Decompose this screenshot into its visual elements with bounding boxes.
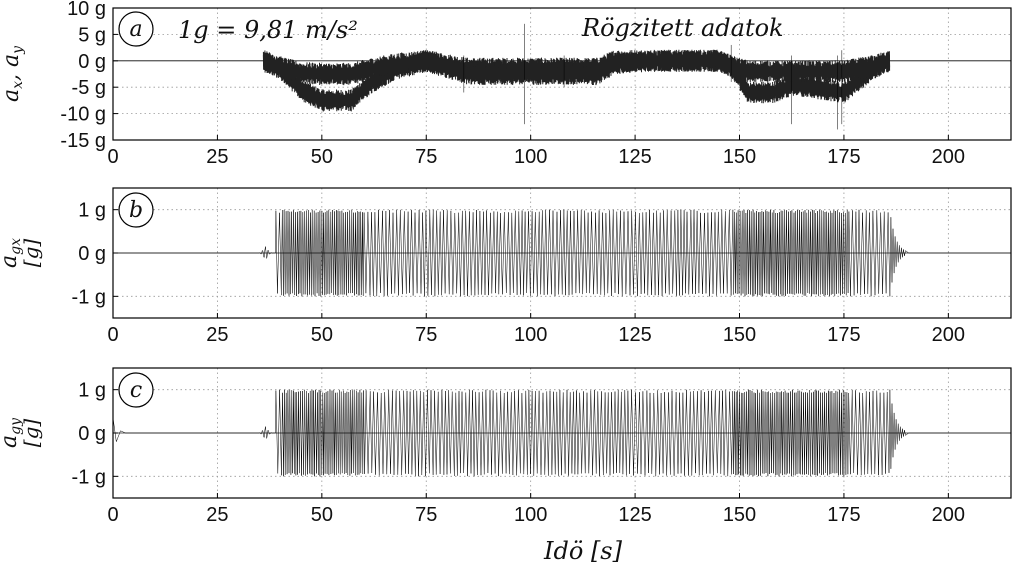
panel-a-x-tick-label: 75 [415, 146, 437, 168]
panel-a-annotation: Rögzitett adatok [581, 14, 784, 42]
panel-a-x-tick-label: 25 [206, 146, 228, 168]
panel-a-x-tick-label: 100 [514, 146, 547, 168]
panel-c-trace [112, 389, 1011, 477]
panel-c-x-tick-label: 150 [723, 504, 756, 526]
panel-c-x-ticks: 0 25 50 75 100 125 150 175 200 [107, 493, 965, 526]
panel-c-x-tick-label: 0 [107, 504, 118, 526]
panel-b-x-tick-label: 25 [206, 324, 228, 346]
panel-c: 1 g 0 g -1 g 0 25 50 75 100 125 150 175 200 agy [g… [0, 367, 1012, 565]
panel-b-ylabel: agx [0, 238, 24, 268]
panel-a-y-tick-label: -15 g [60, 130, 106, 152]
panel-c-x-tick-label: 175 [827, 504, 860, 526]
panel-b-x-tick-label: 175 [827, 324, 860, 346]
panel-b-x-ticks: 0 25 50 75 100 125 150 175 200 [107, 313, 965, 346]
panel-a-y-tick-label: -5 g [72, 77, 106, 99]
panel-a-x-tick-label: 200 [932, 146, 965, 168]
panel-b-trace [113, 209, 1011, 297]
panel-c-x-tick-label: 25 [206, 504, 228, 526]
panel-a-x-ticks: 0 25 50 75 100 125 150 175 200 [107, 135, 965, 168]
panel-c-x-tick-label: 75 [415, 504, 437, 526]
panel-a-y-tick-label: 0 g [78, 51, 106, 73]
panel-a-x-tick-label: 150 [723, 146, 756, 168]
panel-c-x-tick-label: 200 [932, 504, 965, 526]
panel-c-xlabel: Idö [s] [543, 537, 623, 565]
panel-a-ylabel: ax, ay [0, 45, 26, 102]
panel-a-badge [118, 11, 154, 47]
panel-b-grid [113, 188, 1011, 318]
panel-a-traces [113, 23, 1011, 130]
panel-b-x-tick-label: 100 [514, 324, 547, 346]
panel-c-y-tick-label: 0 g [78, 423, 106, 445]
panel-b-y-ticks: 1 g 0 g -1 g [72, 200, 118, 308]
panel-b-x-tick-label: 75 [415, 324, 437, 346]
panel-a-frame [112, 7, 1012, 141]
panel-c-x-tick-label: 125 [618, 504, 651, 526]
panel-a-formula: 1g = 9,81 m/s² [178, 16, 358, 44]
panel-b-y-tick-label: 1 g [78, 200, 106, 222]
panel-a-y-tick-label: 5 g [78, 24, 106, 46]
panel-b-y-tick-label: 0 g [78, 243, 106, 265]
panel-a-x-tick-label: 0 [107, 146, 118, 168]
panel-b-y-tick-label: -1 g [72, 286, 106, 308]
panel-a-badge-label: a [129, 17, 142, 42]
panel-c-ylabel-unit: [g] [19, 419, 43, 448]
panel-c-ylabel: agy [0, 417, 24, 448]
panel-b-ylabel-unit: [g] [19, 239, 43, 268]
panel-a-x-tick-label: 125 [618, 146, 651, 168]
panel-a-y-tick-label: -10 g [60, 104, 106, 126]
panel-a-y-tick-label: 10 g [67, 0, 106, 20]
panel-b-x-tick-label: 150 [723, 324, 756, 346]
panel-c-y-tick-label: -1 g [72, 466, 106, 488]
panel-c-y-tick-label: 1 g [78, 380, 106, 402]
panel-a-y-ticks: 10 g 5 g 0 g -5 g -10 g -15 g [60, 0, 118, 152]
panel-b-x-tick-label: 0 [107, 324, 118, 346]
panel-a: 10 g 5 g 0 g -5 g -10 g -15 g 0 25 50 75 100 125 15… [0, 0, 1012, 168]
panel-b-x-tick-label: 125 [618, 324, 651, 346]
panel-b-x-tick-label: 50 [311, 324, 333, 346]
panel-a-series-2 [262, 49, 891, 86]
panel-b-badge [118, 192, 154, 228]
panel-c-y-ticks: 1 g 0 g -1 g [72, 380, 118, 488]
panel-c-x-tick-label: 100 [514, 504, 547, 526]
panel-a-x-tick-label: 175 [827, 146, 860, 168]
panel-b-x-tick-label: 200 [932, 324, 965, 346]
panel-a-x-tick-label: 50 [311, 146, 333, 168]
panel-b-badge-label: b [129, 198, 143, 223]
panel-c-grid [113, 368, 1011, 498]
panel-c-badge-label: c [130, 378, 142, 403]
panel-c-x-tick-label: 50 [311, 504, 333, 526]
panel-b: 1 g 0 g -1 g 0 25 50 75 100 125 150 175 200 agx [g… [0, 187, 1012, 346]
panel-c-badge [118, 372, 154, 408]
